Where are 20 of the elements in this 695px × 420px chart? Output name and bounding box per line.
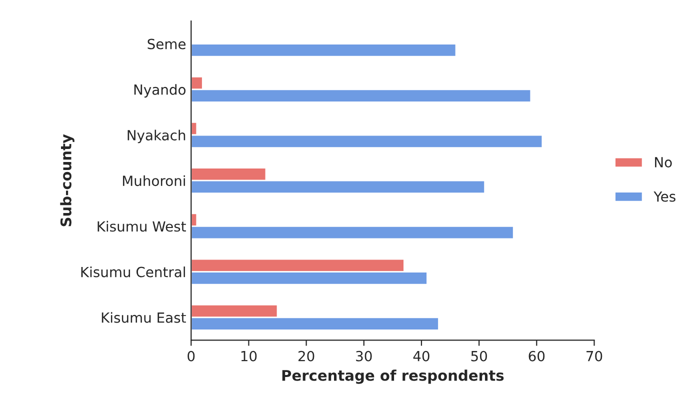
y-tick-label: Nyakach <box>128 130 186 144</box>
x-tick-label: 60 <box>528 350 545 362</box>
legend-label: No <box>655 157 672 168</box>
y-tick-label: Seme <box>148 38 186 50</box>
bar <box>191 43 457 58</box>
y-tick-label: Kisumu West <box>98 220 186 232</box>
y-axis-title: Sub-county <box>60 134 74 226</box>
y-tick-label: Muhoroni <box>122 175 185 186</box>
x-tick-label: 50 <box>471 350 487 362</box>
y-tick-label: Kisumu East <box>102 312 186 323</box>
legend-label: Yes <box>654 191 676 202</box>
x-axis-title: Percentage of respondents <box>282 370 504 384</box>
x-tick-label: 40 <box>413 350 430 362</box>
x-tick-label: 10 <box>241 350 257 362</box>
y-tick-label: Nyando <box>134 84 186 98</box>
x-tick-label: 0 <box>188 350 195 362</box>
x-tick-label: 30 <box>356 350 372 362</box>
y-tick-label: Kisumu Central <box>81 266 185 278</box>
x-tick-label: 70 <box>586 350 602 362</box>
x-tick-label: 20 <box>298 350 314 362</box>
